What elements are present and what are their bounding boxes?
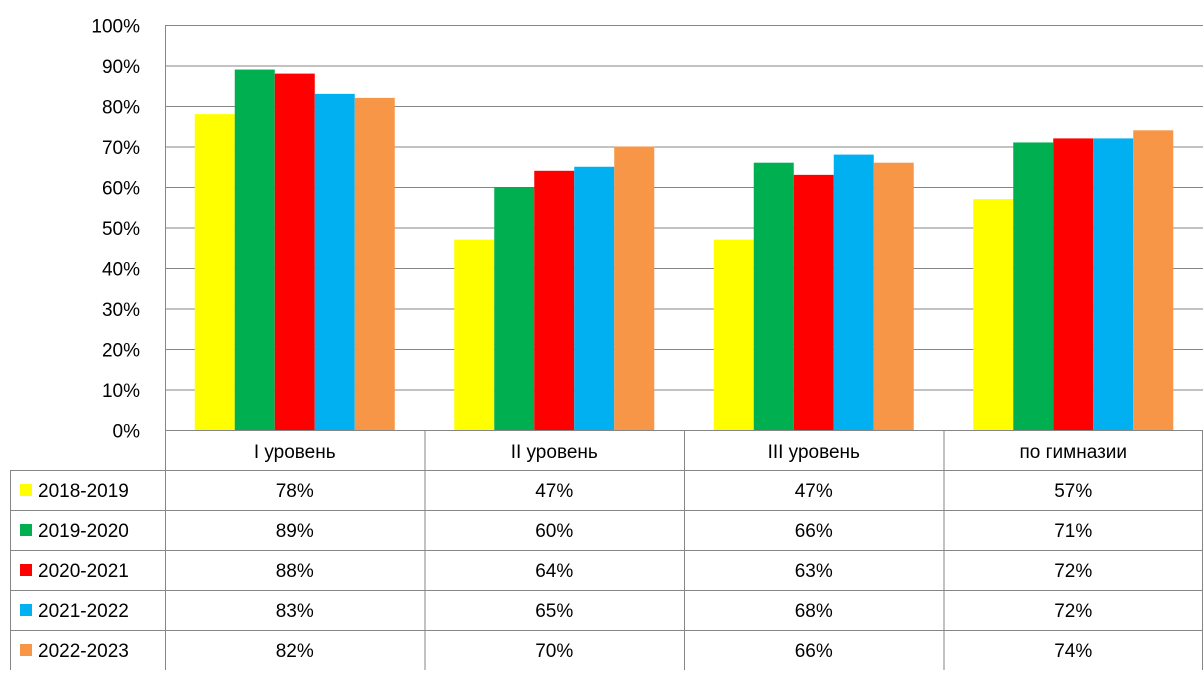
bar bbox=[454, 239, 495, 430]
category-label: III уровень bbox=[768, 442, 860, 463]
bar bbox=[234, 69, 275, 431]
data-label: 65% bbox=[535, 601, 573, 622]
data-label: 66% bbox=[795, 641, 833, 662]
data-label: 72% bbox=[1054, 601, 1092, 622]
data-label: 89% bbox=[276, 521, 314, 542]
data-label: 83% bbox=[276, 601, 314, 622]
bar bbox=[574, 166, 615, 430]
bar bbox=[833, 154, 874, 430]
legend-swatch bbox=[20, 604, 32, 616]
bar bbox=[1053, 138, 1094, 430]
bar bbox=[753, 162, 794, 430]
series-name: 2021-2022 bbox=[38, 601, 129, 622]
bar bbox=[1013, 142, 1054, 430]
y-tick-label: 10% bbox=[102, 381, 140, 402]
bar bbox=[713, 239, 754, 430]
bar bbox=[973, 199, 1014, 430]
y-tick-label: 60% bbox=[102, 179, 140, 200]
series-name: 2019-2020 bbox=[38, 521, 129, 542]
bar bbox=[534, 170, 575, 431]
y-tick-label: 70% bbox=[102, 138, 140, 159]
data-label: 78% bbox=[276, 481, 314, 502]
bar bbox=[873, 162, 914, 430]
category-label: I уровень bbox=[254, 442, 336, 463]
category-label: II уровень bbox=[511, 442, 598, 463]
series-name: 2022-2023 bbox=[38, 641, 129, 662]
data-label: 57% bbox=[1054, 481, 1092, 502]
data-label: 64% bbox=[535, 561, 573, 582]
data-label: 71% bbox=[1054, 521, 1092, 542]
bar bbox=[194, 114, 235, 430]
y-tick-label: 30% bbox=[102, 300, 140, 321]
category-label: по гимназии bbox=[1019, 442, 1127, 463]
bar bbox=[314, 93, 355, 430]
data-label: 47% bbox=[535, 481, 573, 502]
y-tick-label: 50% bbox=[102, 219, 140, 240]
y-tick-label: 20% bbox=[102, 341, 140, 362]
series-name: 2018-2019 bbox=[38, 481, 129, 502]
legend-swatch bbox=[20, 524, 32, 536]
data-label: 66% bbox=[795, 521, 833, 542]
data-label: 72% bbox=[1054, 561, 1092, 582]
data-label: 70% bbox=[535, 641, 573, 662]
bar bbox=[1093, 138, 1134, 430]
y-tick-label: 80% bbox=[102, 98, 140, 119]
bar bbox=[354, 97, 395, 431]
data-label: 74% bbox=[1054, 641, 1092, 662]
data-label: 47% bbox=[795, 481, 833, 502]
data-label: 63% bbox=[795, 561, 833, 582]
data-label: 88% bbox=[276, 561, 314, 582]
legend-swatch bbox=[20, 484, 32, 496]
data-label: 68% bbox=[795, 601, 833, 622]
y-tick-label: 0% bbox=[113, 422, 141, 443]
bar bbox=[614, 146, 655, 430]
y-tick-label: 40% bbox=[102, 260, 140, 281]
series-name: 2020-2021 bbox=[38, 561, 129, 582]
bar bbox=[793, 174, 834, 430]
legend-swatch bbox=[20, 564, 32, 576]
bar bbox=[494, 187, 535, 430]
data-label: 60% bbox=[535, 521, 573, 542]
legend-swatch bbox=[20, 644, 32, 656]
bar bbox=[274, 73, 315, 430]
y-tick-label: 90% bbox=[102, 57, 140, 78]
data-label: 82% bbox=[276, 641, 314, 662]
bar bbox=[1133, 130, 1174, 431]
y-tick-label: 100% bbox=[91, 17, 140, 38]
